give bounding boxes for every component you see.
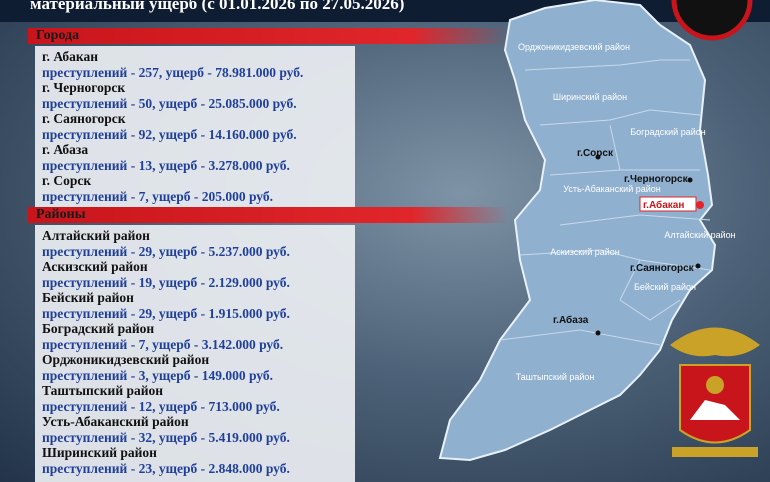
header-title: материальный ущерб (с 01.01.2026 по 27.0… [30, 0, 405, 13]
item-stats: преступлений - 257, ущерб - 78.981.000 р… [42, 64, 304, 80]
section-list: Алтайский район преступлений - 29, ущерб … [35, 225, 355, 482]
item-name: г. Сорск [42, 173, 92, 188]
map-label: Орджоникидзевский район [518, 42, 630, 52]
item-name: Бейский район [42, 290, 134, 305]
item-stats: преступлений - 7, ущерб - 205.000 руб. [42, 188, 273, 204]
map-label: г.Сорск [577, 148, 614, 159]
item-name: Ширинский район [42, 445, 157, 460]
map-label: г.Саяногорск [630, 263, 695, 274]
item-name: г. Черногорск [42, 80, 126, 95]
map-labels: Орджоникидзевский район Ширинский район … [516, 42, 736, 382]
map-label: г.Абакан [643, 199, 684, 211]
item-name: г. Абаза [42, 142, 89, 157]
item-name: Усть-Абаканский район [42, 414, 189, 429]
map-label: г.Черногорск [624, 174, 689, 185]
region-map [438, 0, 717, 462]
emblem [670, 327, 760, 457]
item-stats: преступлений - 12, ущерб - 713.000 руб. [42, 398, 280, 414]
map-label: Ширинский район [553, 92, 627, 102]
item-stats: преступлений - 3, ущерб - 149.000 руб. [42, 367, 273, 383]
item-name: Алтайский район [42, 228, 150, 243]
item-stats: преступлений - 7, ущерб - 3.142.000 руб. [42, 336, 284, 352]
item-stats: преступлений - 32, ущерб - 5.419.000 руб… [42, 429, 290, 445]
item-stats: преступлений - 23, ущерб - 2.848.000 руб… [42, 460, 290, 476]
capital-box [639, 196, 697, 212]
district-borders [499, 59, 711, 346]
item-name: Боградский район [42, 321, 155, 336]
city-dots [595, 154, 704, 336]
map-label: Аскизский район [550, 247, 620, 257]
section-title: Города [28, 28, 508, 44]
item-name: Таштыпский район [42, 383, 164, 398]
map-label: Усть-Абаканский район [563, 184, 661, 194]
item-stats: преступлений - 92, ущерб - 14.160.000 ру… [42, 126, 297, 142]
logo [671, 0, 753, 41]
map-label: Алтайский район [664, 230, 735, 240]
item-stats: преступлений - 19, ущерб - 2.129.000 руб… [42, 274, 290, 290]
item-name: Орджоникидзевский район [42, 352, 210, 367]
section-list: г. Абакан преступлений - 257, ущерб - 78.… [35, 46, 355, 210]
item-stats: преступлений - 13, ущерб - 3.278.000 руб… [42, 157, 290, 173]
item-stats: преступлений - 29, ущерб - 5.237.000 руб… [42, 243, 290, 259]
item-name: Аскизский район [42, 259, 148, 274]
map-label: Таштыпский район [516, 372, 595, 382]
map-label: г.Абаза [553, 314, 589, 326]
section-title: Районы [28, 207, 508, 223]
item-name: г. Абакан [42, 49, 99, 64]
item-stats: преступлений - 29, ущерб - 1.915.000 руб… [42, 305, 290, 321]
map-label: Бейский район [634, 282, 696, 292]
item-name: г. Саяногорск [42, 111, 126, 126]
map-label: Боградский район [630, 127, 705, 137]
item-stats: преступлений - 50, ущерб - 25.085.000 ру… [42, 95, 297, 111]
